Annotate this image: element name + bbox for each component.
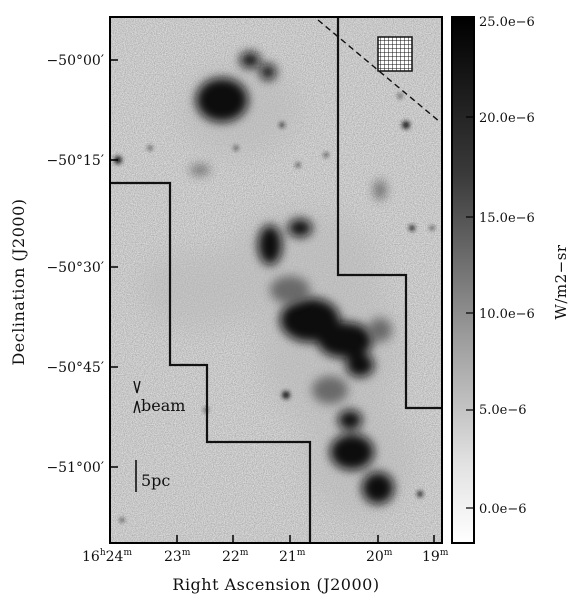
y-axis-label: Declination (J2000) <box>9 198 28 365</box>
x-axis-label: Right Ascension (J2000) <box>172 575 379 594</box>
y-tick-label: −50°15′ <box>46 153 104 169</box>
x-tick-label: 20m <box>366 548 393 565</box>
x-tick-label: 23m <box>164 548 191 565</box>
beam-grid-box <box>377 36 413 72</box>
bright-clumps <box>196 52 394 504</box>
x-tick-marks <box>109 535 435 543</box>
x-tick-labels: 16h24m 23m 22m 21m 20m 19m <box>82 548 449 565</box>
scalebar-label: 5pc <box>141 471 170 490</box>
colorbar-tick-label: 0.0e−6 <box>479 502 527 517</box>
colorbar-tick-label: 20.0e−6 <box>479 111 535 126</box>
colorbar-tick-label: 25.0e−6 <box>479 15 535 30</box>
mid-clumps <box>190 165 392 404</box>
y-tick-labels: −50°00′ −50°15′ −50°30′ −50°45′ −51°00′ <box>46 53 104 476</box>
beam-label: beam <box>141 396 185 415</box>
sky-image <box>110 17 442 543</box>
y-tick-marks <box>110 59 118 468</box>
plot-frame <box>109 16 443 544</box>
colorbar-tick-marks <box>466 116 474 509</box>
beam-marker <box>133 380 141 414</box>
colorbar <box>451 16 475 544</box>
colorbar-tick-label: 15.0e−6 <box>479 211 535 226</box>
y-tick-label: −50°30′ <box>46 260 104 276</box>
colorbar-label: W/m2−sr <box>552 244 570 320</box>
region-boundaries <box>110 17 442 543</box>
y-tick-label: −51°00′ <box>46 460 104 476</box>
x-tick-label: 19m <box>422 548 449 565</box>
colorbar-tick-labels: 25.0e−6 20.0e−6 15.0e−6 10.0e−6 5.0e−6 0… <box>479 15 535 517</box>
y-tick-label: −50°00′ <box>46 53 104 69</box>
y-tick-label: −50°45′ <box>46 360 104 376</box>
x-tick-label: 22m <box>222 548 249 565</box>
x-tick-label: 21m <box>279 548 306 565</box>
x-tick-label: 16h24m <box>82 548 132 565</box>
colorbar-tick-label: 10.0e−6 <box>479 307 535 322</box>
dashed-boundary <box>317 19 441 123</box>
colorbar-tick-label: 5.0e−6 <box>479 403 527 418</box>
